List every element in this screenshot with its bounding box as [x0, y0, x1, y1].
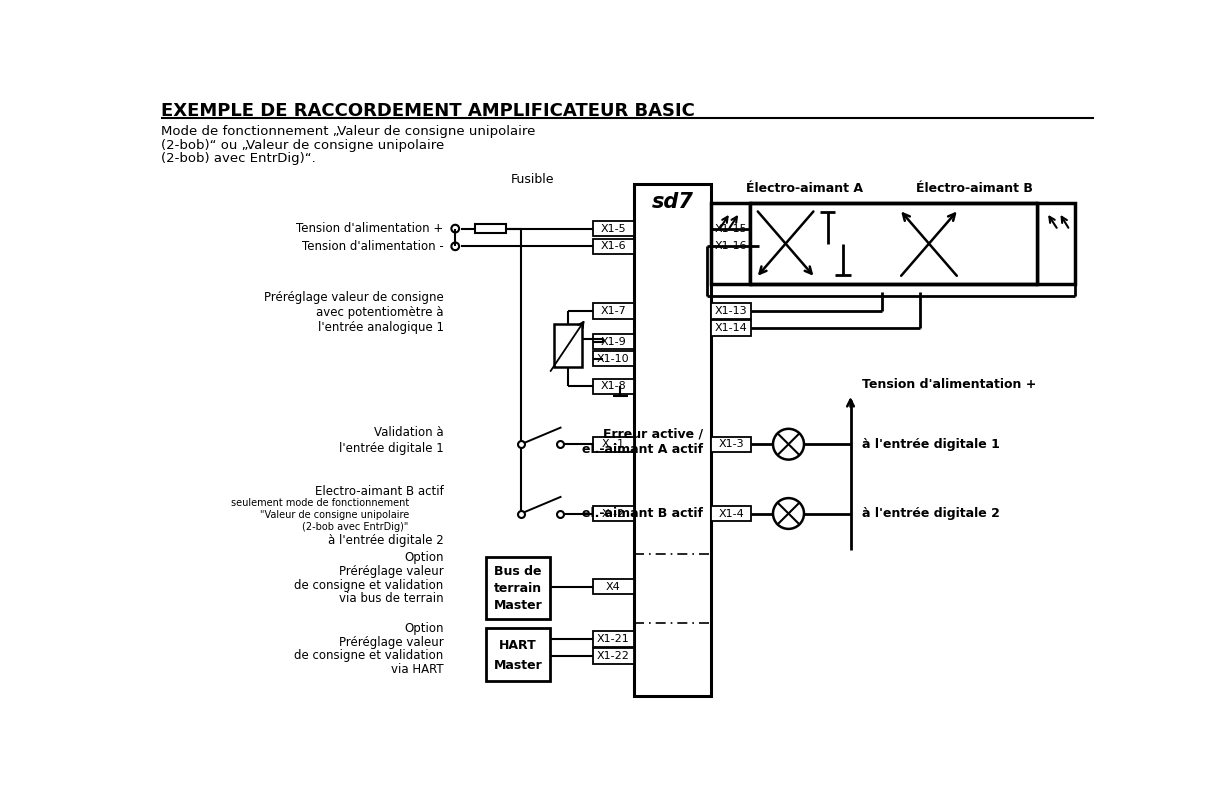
- Bar: [711, 221, 752, 236]
- Text: sd7: sd7: [651, 192, 693, 211]
- Text: X4: X4: [606, 582, 621, 591]
- Text: X1-14: X1-14: [715, 323, 748, 333]
- Bar: [475, 224, 506, 233]
- Text: Master: Master: [493, 659, 542, 672]
- Text: Tension d'alimentation -: Tension d'alimentation -: [302, 240, 443, 253]
- Bar: [594, 221, 634, 236]
- Text: X1-4: X1-4: [718, 509, 744, 518]
- Bar: [594, 378, 634, 394]
- Bar: [594, 631, 634, 646]
- Text: X1-6: X1-6: [601, 242, 627, 251]
- Text: avec potentiomètre à: avec potentiomètre à: [316, 306, 443, 319]
- Bar: [594, 436, 634, 452]
- Text: Option: Option: [404, 622, 443, 634]
- Text: Validation à: Validation à: [375, 426, 443, 439]
- Text: à l'entrée digitale 2: à l'entrée digitale 2: [862, 507, 1000, 520]
- Bar: [594, 648, 634, 664]
- Text: X1-22: X1-22: [597, 651, 630, 661]
- Text: l'entrée digitale 1: l'entrée digitale 1: [339, 441, 443, 455]
- Bar: [711, 204, 750, 284]
- Text: seulement mode de fonctionnement: seulement mode de fonctionnement: [230, 498, 409, 509]
- Text: X1-3: X1-3: [718, 439, 744, 449]
- Bar: [486, 557, 550, 619]
- Bar: [594, 238, 634, 254]
- Text: X1-5: X1-5: [601, 223, 627, 234]
- Text: X -1: X -1: [602, 439, 624, 449]
- Text: via HART: via HART: [390, 663, 443, 677]
- Bar: [750, 204, 1037, 284]
- Text: HART: HART: [499, 638, 537, 652]
- Text: X1-7: X1-7: [601, 306, 627, 316]
- Bar: [594, 351, 634, 366]
- Text: "Valeur de consigne unipolaire: "Valeur de consigne unipolaire: [259, 510, 409, 520]
- Bar: [594, 579, 634, 595]
- Text: Tension d'alimentation +: Tension d'alimentation +: [296, 222, 443, 235]
- Text: Erreur active /: Erreur active /: [603, 428, 704, 440]
- Text: X1-16: X1-16: [715, 242, 748, 251]
- Text: Bus de: Bus de: [494, 564, 542, 578]
- Text: Électro-aimant B: Électro-aimant B: [916, 183, 1033, 196]
- Text: de consigne et validation: de consigne et validation: [295, 650, 443, 662]
- Text: EXEMPLE DE RACCORDEMENT AMPLIFICATEUR BASIC: EXEMPLE DE RACCORDEMENT AMPLIFICATEUR BA…: [160, 102, 695, 119]
- Text: (2-bob)“ ou „Valeur de consigne unipolaire: (2-bob)“ ou „Valeur de consigne unipolai…: [160, 138, 444, 152]
- Text: X1-10: X1-10: [597, 354, 629, 364]
- Text: el.-aimant B actif: el.-aimant B actif: [583, 507, 704, 520]
- Text: Master: Master: [493, 599, 542, 611]
- Bar: [486, 628, 550, 681]
- Text: Préréglage valeur: Préréglage valeur: [339, 564, 443, 578]
- Text: Option: Option: [404, 551, 443, 564]
- Text: el.-aimant A actif: el.-aimant A actif: [583, 443, 704, 456]
- Text: l'entrée analogique 1: l'entrée analogique 1: [317, 321, 443, 335]
- Bar: [594, 334, 634, 350]
- Text: terrain: terrain: [494, 582, 542, 595]
- Text: Mode de fonctionnement „Valeur de consigne unipolaire: Mode de fonctionnement „Valeur de consig…: [160, 125, 535, 138]
- Text: via bus de terrain: via bus de terrain: [339, 592, 443, 606]
- Bar: [711, 320, 752, 335]
- Text: X1-13: X1-13: [715, 306, 748, 316]
- Text: de consigne et validation: de consigne et validation: [295, 579, 443, 591]
- Bar: [553, 324, 581, 367]
- Text: à l'entrée digitale 2: à l'entrée digitale 2: [328, 534, 443, 547]
- Bar: [711, 304, 752, 319]
- Text: (2-bob avec EntrDig)": (2-bob avec EntrDig)": [302, 522, 409, 532]
- Text: X -2: X -2: [602, 509, 624, 518]
- Text: Electro-aimant B actif: Electro-aimant B actif: [315, 486, 443, 498]
- Text: Préréglage valeur de consigne: Préréglage valeur de consigne: [264, 291, 443, 304]
- Text: à l'entrée digitale 1: à l'entrée digitale 1: [862, 438, 1000, 451]
- Bar: [711, 506, 752, 522]
- Bar: [711, 436, 752, 452]
- Text: X1-15: X1-15: [715, 223, 748, 234]
- Text: X1-9: X1-9: [601, 337, 627, 347]
- Text: Électro-aimant A: Électro-aimant A: [745, 183, 863, 196]
- Text: (2-bob) avec EntrDig)“.: (2-bob) avec EntrDig)“.: [160, 153, 316, 165]
- Bar: [711, 238, 752, 254]
- Text: Fusible: Fusible: [510, 173, 554, 186]
- Text: Tension d'alimentation +: Tension d'alimentation +: [862, 378, 1037, 390]
- Bar: [634, 184, 711, 696]
- Text: X1-21: X1-21: [597, 634, 629, 644]
- Bar: [1037, 204, 1075, 284]
- Bar: [594, 506, 634, 522]
- Text: Préréglage valeur: Préréglage valeur: [339, 635, 443, 649]
- Text: X1-8: X1-8: [601, 382, 627, 391]
- Bar: [594, 304, 634, 319]
